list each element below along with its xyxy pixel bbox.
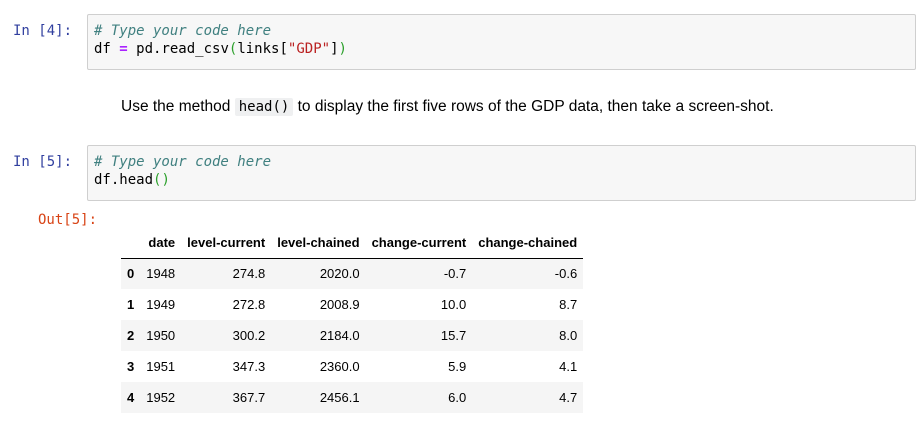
table-cell: 1950 (146, 328, 176, 343)
table-cell: 1949 (146, 297, 176, 312)
code-comment: # Type your code here (94, 154, 272, 170)
code-cell-4[interactable]: # Type your code here df = pd.read_csv(l… (87, 14, 916, 70)
table-cell: 10.0 (440, 297, 467, 312)
table-cell: 6.0 (448, 390, 467, 405)
table-row: 4 1952 367.7 2456.1 6.0 4.7 (121, 382, 584, 413)
column-header (121, 227, 141, 259)
table-cell: 272.8 (232, 297, 266, 312)
table-row: 2 1950 300.2 2184.0 15.7 8.0 (121, 320, 584, 351)
row-index: 1 (127, 297, 135, 312)
row-index: 2 (127, 328, 135, 343)
input-prompt-5: In [5]: (13, 154, 73, 170)
dataframe-table: date level-current level-chained change-… (121, 227, 584, 413)
table-cell: -0.6 (554, 266, 578, 282)
column-header: level-current (181, 227, 272, 259)
table-cell: 1951 (146, 359, 176, 374)
code-cell-5[interactable]: # Type your code here df.head() (87, 145, 916, 201)
table-cell: 5.9 (448, 359, 467, 374)
row-index: 0 (127, 266, 135, 282)
table-cell: -0.7 (443, 266, 467, 282)
column-header: change-chained (472, 227, 584, 259)
table-cell: 2008.9 (319, 297, 360, 312)
markdown-instruction: Use the method head() to display the fir… (121, 98, 774, 116)
table-cell: 300.2 (232, 328, 266, 343)
table-row: 3 1951 347.3 2360.0 5.9 4.1 (121, 351, 583, 382)
table-cell: 8.0 (559, 328, 578, 343)
table-cell: 2184.0 (319, 328, 360, 343)
column-header: change-current (365, 227, 473, 259)
column-header: level-chained (271, 227, 366, 259)
table-cell: 2020.0 (319, 266, 360, 282)
output-prompt-5: Out[5]: (38, 212, 98, 228)
table-cell: 347.3 (232, 359, 266, 374)
column-header: date (140, 227, 182, 259)
table-cell: 1952 (146, 390, 176, 405)
table-cell: 4.7 (559, 390, 578, 405)
code-comment: # Type your code here (94, 23, 272, 39)
row-index: 4 (127, 390, 135, 405)
table-cell: 367.7 (232, 390, 266, 405)
table-cell: 4.1 (559, 359, 578, 374)
table-cell: 2456.1 (319, 390, 360, 405)
table-header-row: date level-current level-chained change-… (121, 227, 584, 259)
input-prompt-4: In [4]: (13, 23, 73, 39)
table-cell: 8.7 (559, 297, 578, 312)
table-row: 1 1949 272.8 2008.9 10.0 8.7 (121, 289, 583, 320)
table-row: 0 1948 274.8 2020.0 -0.7 -0.6 (121, 258, 584, 289)
table-cell: 274.8 (232, 266, 266, 282)
inline-code-head: head() (234, 98, 294, 116)
table-cell: 1948 (146, 266, 176, 282)
table-cell: 2360.0 (319, 359, 360, 374)
row-index: 3 (127, 359, 135, 374)
table-cell: 15.7 (440, 328, 467, 343)
